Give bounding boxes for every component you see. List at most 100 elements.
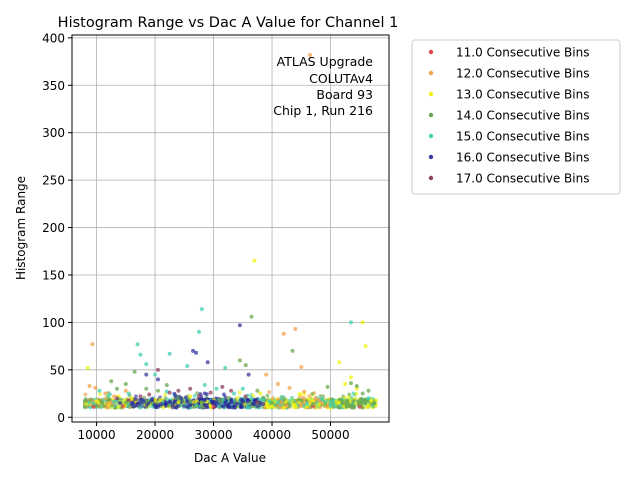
y-tick-label: 250 [42,174,65,188]
data-point [281,331,286,336]
data-point [249,314,254,319]
y-tick-label: 350 [42,79,65,93]
legend-label: 14.0 Consecutive Bins [456,109,589,123]
band-point [323,402,328,407]
data-point [293,404,298,409]
data-point [126,391,131,396]
data-point [132,369,137,374]
y-tick-label: 400 [42,31,65,45]
data-point [229,388,234,393]
data-point [199,400,204,405]
band-point [349,403,354,408]
band-point [334,399,339,404]
data-point [252,258,257,263]
band-point [202,402,207,407]
y-axis-ticks: 0 50 100 150 200 250 300 350 400 [42,31,72,425]
legend-frame [411,39,621,195]
data-point [211,404,216,409]
data-point [85,365,90,370]
band-point [191,400,196,404]
x-axis-ticks: 10000 20000 30000 40000 50000 [77,422,350,442]
data-point [299,364,304,369]
data-points [82,52,378,410]
band-point [176,404,181,409]
data-point [155,367,160,372]
band-point [195,391,200,396]
data-point [208,390,213,395]
data-point [112,394,117,399]
chart-annotation: ATLAS Upgrade COLUTAv4 Board 93 Chip 1, … [273,54,373,118]
legend-marker [428,112,434,118]
band-point [337,397,342,402]
data-point [217,398,222,403]
data-point [176,400,181,405]
data-point [287,385,292,390]
data-point [123,382,128,387]
band-point [277,404,282,409]
data-point [220,384,225,389]
annotation-line-4: Chip 1, Run 216 [273,103,373,118]
legend-marker [428,49,434,55]
data-point [340,401,345,406]
data-point [281,405,286,410]
band-point [265,393,270,398]
y-tick-label: 50 [50,363,65,377]
annotation-line-2: COLUTAv4 [309,71,373,86]
x-tick-label: 40000 [253,428,291,442]
data-point [135,342,140,347]
data-point [153,398,158,403]
band-point [188,399,193,404]
data-point [129,396,134,401]
y-tick-label: 0 [57,411,65,425]
data-point [97,388,102,393]
data-point [357,404,362,409]
band-point [265,404,270,409]
band-point [239,397,244,402]
band-point [194,403,199,407]
band-point [356,399,360,404]
data-point [115,396,120,401]
annotation-line-1: ATLAS Upgrade [277,54,374,69]
data-point [129,401,134,406]
data-point [348,375,353,380]
band-point [132,403,137,408]
data-point [144,362,149,367]
data-point [255,388,260,393]
band-point [345,401,350,406]
data-point [261,401,266,406]
data-point [232,391,237,396]
band-point [237,390,242,395]
data-point [91,404,96,409]
band-point [106,405,110,410]
data-point [138,352,143,357]
legend-label: 11.0 Consecutive Bins [456,46,589,60]
band-point [341,404,346,409]
data-point [249,396,254,401]
data-point [308,52,313,57]
data-point [223,365,228,370]
legend-marker [428,175,434,181]
data-point [234,401,239,406]
data-point [188,386,193,391]
data-point [310,401,315,406]
data-point [354,383,359,388]
band-point [181,404,186,408]
data-point [106,394,111,399]
data-point [223,401,228,406]
data-point [363,344,368,349]
band-point [319,400,324,405]
data-point [258,391,263,396]
band-point [88,405,93,410]
band-point [138,401,142,406]
band-point [144,404,149,409]
data-point [185,364,190,369]
band-point [113,405,117,410]
band-point [91,401,96,405]
y-tick-label: 150 [42,268,65,282]
data-point [337,360,342,365]
data-point [255,400,260,405]
band-point [222,392,226,397]
band-point [194,398,199,403]
data-point [126,398,131,403]
